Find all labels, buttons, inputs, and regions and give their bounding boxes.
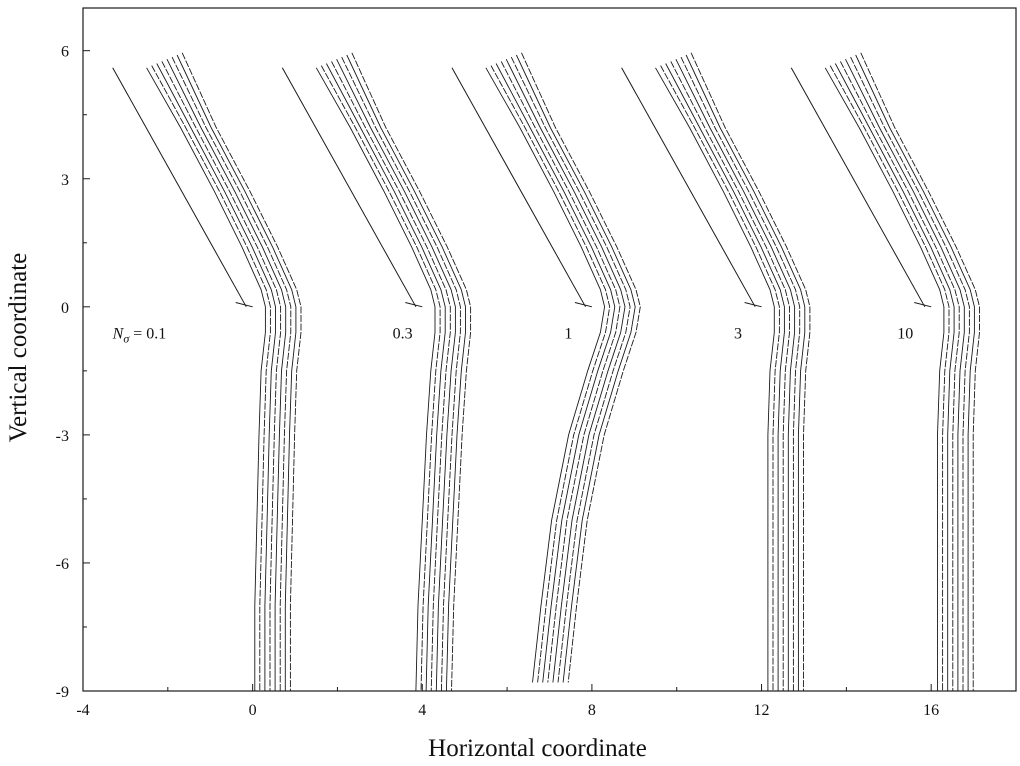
y-tick-label: 3 (61, 172, 69, 189)
profile-curve (176, 54, 297, 691)
profile-curve (845, 58, 965, 691)
y-axis-title: Vertical coordinate (5, 253, 32, 443)
x-tick-label: 0 (249, 702, 257, 719)
profile-curve (824, 67, 945, 691)
x-tick-label: 8 (588, 702, 596, 719)
reference-line (790, 67, 926, 308)
plot-frame (82, 7, 1017, 692)
panel-label: 0.3 (393, 325, 413, 342)
x-tick-label: -4 (76, 702, 89, 719)
profile-curve (839, 61, 960, 691)
profile-curve (171, 56, 292, 691)
profile-curve (670, 61, 790, 691)
profile-curve (675, 58, 796, 691)
x-axis-title: Horizontal coordinate (428, 735, 647, 762)
profile-curve (166, 58, 287, 691)
profile-curve (315, 67, 436, 692)
profile-curve (326, 63, 446, 692)
profile-curve (829, 65, 950, 691)
reference-line (112, 67, 247, 308)
origin-hook (574, 302, 593, 308)
panel-label: 3 (734, 325, 742, 342)
profile-curve (665, 63, 785, 691)
reference-line (621, 67, 756, 308)
profile-curve (341, 56, 461, 692)
y-tick-label: 0 (61, 300, 69, 317)
profile-group-3: 1 (451, 52, 641, 683)
profile-curve (181, 52, 302, 691)
profile-curve (680, 56, 801, 691)
profile-curve (495, 63, 616, 683)
panel-label: Nσ = 0.1 (112, 325, 167, 345)
profile-curve (320, 65, 441, 692)
origin-hook (235, 302, 253, 308)
origin-hook (744, 302, 762, 308)
profile-curve (146, 67, 266, 691)
profile-curve (351, 52, 472, 692)
profile-curve (500, 61, 621, 683)
profile-curve (485, 67, 606, 683)
origin-hook (405, 302, 423, 308)
profile-curve (685, 54, 806, 691)
profile-curve (346, 54, 466, 692)
profile-curve (505, 58, 626, 683)
x-tick-label: 16 (923, 702, 939, 719)
ticks-layer: -4 0 4 8 12 16 -9 -6 -3 0 3 6 (56, 44, 1017, 719)
reference-line (451, 67, 586, 308)
profile-curve (690, 52, 811, 691)
profile-curve (855, 54, 975, 691)
profile-curve (151, 65, 271, 691)
profile-curve (490, 65, 611, 683)
reference-line (281, 67, 417, 308)
profile-curve (521, 52, 641, 683)
profile-curve (655, 67, 775, 691)
profile-curve (834, 63, 955, 691)
x-tick-label: 12 (754, 702, 770, 719)
profile-curve (510, 56, 631, 683)
y-tick-label: -6 (56, 556, 69, 573)
profile-group-1: Nσ = 0.1 (112, 52, 302, 691)
y-tick-label: -3 (56, 428, 69, 445)
profile-group-5: 10 (790, 52, 980, 691)
profile-curve (331, 61, 451, 692)
profile-curve (161, 61, 282, 691)
profile-curve (660, 65, 780, 691)
origin-hook (914, 302, 932, 308)
x-tick-label: 4 (418, 702, 426, 719)
profile-curve (515, 54, 636, 683)
panel-label: 10 (897, 325, 913, 342)
profile-group-4: 3 (621, 52, 811, 691)
profile-curve (850, 56, 970, 691)
plot-layer: Nσ = 0.1 0.3 1 3 10 (112, 52, 980, 692)
profile-group-2: 0.3 (281, 52, 472, 692)
panel-label: 1 (564, 325, 572, 342)
y-tick-label: -9 (56, 684, 69, 701)
y-tick-label: 6 (61, 44, 69, 61)
profile-curve (156, 63, 276, 691)
profile-curve (860, 52, 980, 691)
profile-curve (336, 58, 456, 692)
